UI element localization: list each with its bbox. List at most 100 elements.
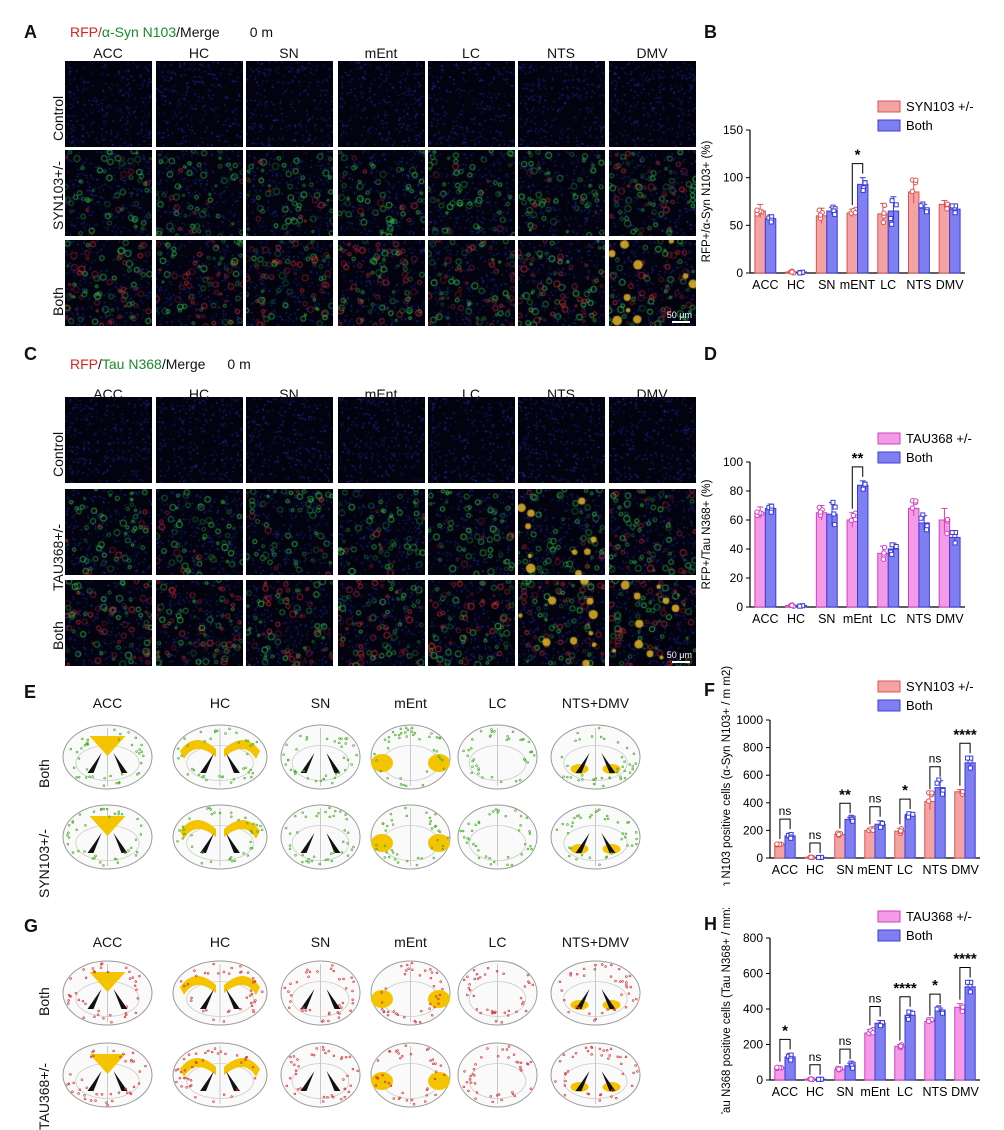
data-point bbox=[910, 1010, 916, 1016]
data-point bbox=[878, 824, 884, 830]
legend-label: TAU368 +/- bbox=[906, 431, 972, 446]
bar-chart-b: 0 50 100 150 RFP+/α-Syn N103+ (%) ACC HC SN mENT… bbox=[701, 99, 974, 292]
significance-bracket bbox=[851, 163, 864, 206]
significance-label: **** bbox=[893, 980, 917, 997]
data-point bbox=[862, 481, 868, 487]
y-tick-label: 0 bbox=[756, 1073, 763, 1087]
y-tick-label: 1000 bbox=[736, 713, 763, 727]
bar bbox=[907, 507, 920, 608]
micrograph-tile bbox=[428, 489, 515, 575]
bar bbox=[924, 1020, 936, 1081]
brain-section-diagram bbox=[550, 1042, 641, 1108]
legend-swatch bbox=[877, 699, 901, 712]
micrograph-tile bbox=[65, 150, 152, 236]
micrograph-tile bbox=[518, 489, 605, 575]
data-point bbox=[852, 516, 859, 523]
data-point bbox=[888, 216, 894, 222]
bar-chart-h: 0 200 400 600 800 Tau N368 positive cells (Ta… bbox=[721, 908, 980, 1114]
bar bbox=[964, 986, 976, 1081]
micrograph-tile bbox=[428, 580, 515, 666]
column-header: mEnt bbox=[394, 934, 427, 950]
data-point bbox=[881, 210, 887, 216]
data-point bbox=[817, 509, 824, 515]
micrograph-tile bbox=[246, 150, 333, 236]
significance-bracket bbox=[809, 1064, 821, 1075]
legend-swatch bbox=[877, 451, 901, 464]
y-tick-label: 400 bbox=[743, 1002, 763, 1016]
data-point bbox=[949, 529, 955, 535]
data-point bbox=[832, 211, 838, 217]
data-point bbox=[960, 788, 966, 795]
data-point bbox=[944, 516, 951, 523]
bar bbox=[894, 1045, 906, 1081]
bar bbox=[934, 1010, 946, 1081]
micrograph-tile bbox=[65, 240, 152, 326]
significance-label: ns bbox=[929, 752, 942, 766]
bar bbox=[844, 818, 856, 859]
x-tick-label: HC bbox=[787, 612, 805, 626]
data-point bbox=[870, 1029, 876, 1036]
significance-bracket bbox=[959, 966, 971, 1000]
legend-swatch bbox=[877, 910, 901, 923]
data-point bbox=[910, 811, 916, 817]
y-tick-label: 100 bbox=[723, 455, 743, 469]
scale-bar: 50 μm bbox=[666, 310, 692, 320]
bar bbox=[826, 210, 838, 274]
micrograph-tile bbox=[246, 397, 333, 483]
data-point bbox=[925, 1018, 932, 1025]
x-tick-label: NTS bbox=[906, 612, 931, 626]
x-tick-label: mEnt bbox=[860, 1085, 890, 1099]
data-point bbox=[817, 212, 824, 218]
y-axis-label: RFP+/Tau N368+ (%) bbox=[701, 479, 713, 589]
scale-bar-line bbox=[672, 321, 690, 323]
significance-label: * bbox=[855, 147, 861, 164]
data-point bbox=[939, 1010, 945, 1016]
column-header: LC bbox=[488, 934, 507, 950]
panel-letter-c: C bbox=[24, 344, 37, 364]
data-point bbox=[965, 979, 971, 985]
brain-section-diagram bbox=[457, 1042, 538, 1108]
x-tick-label: HC bbox=[787, 278, 805, 292]
panel-letter-b: B bbox=[704, 22, 717, 42]
column-header: SN bbox=[310, 934, 331, 950]
data-point bbox=[929, 790, 935, 796]
data-point bbox=[850, 818, 856, 824]
legend-swatch bbox=[877, 680, 901, 693]
panel-letter-g: G bbox=[24, 916, 39, 936]
data-point bbox=[789, 602, 795, 609]
x-tick-label: LC bbox=[880, 278, 896, 292]
micrograph-tile bbox=[518, 580, 605, 666]
x-tick-label: mENT bbox=[840, 278, 876, 292]
x-tick-label: DMV bbox=[936, 612, 964, 626]
column-header: mEnt bbox=[394, 695, 427, 711]
legend-swatch bbox=[877, 119, 901, 132]
legend-label: SYN103 +/- bbox=[906, 99, 974, 114]
data-point bbox=[924, 527, 930, 533]
significance-bracket bbox=[929, 766, 941, 790]
data-point bbox=[909, 505, 916, 511]
data-point bbox=[906, 1009, 912, 1015]
x-tick-label: NTS bbox=[923, 1085, 948, 1099]
merge-label: /Merge bbox=[176, 24, 220, 40]
bar bbox=[924, 800, 936, 859]
micrograph-tile bbox=[428, 61, 515, 147]
data-point bbox=[768, 509, 774, 515]
significance-bracket bbox=[959, 742, 971, 786]
data-point bbox=[754, 207, 760, 213]
rfp-label: RFP bbox=[70, 356, 98, 372]
bar bbox=[938, 203, 951, 274]
significance-bracket bbox=[899, 798, 911, 825]
time-label: 0 m bbox=[227, 356, 251, 372]
micrograph-tile bbox=[428, 240, 515, 326]
row-label: TAU368+/- bbox=[36, 1062, 52, 1130]
brain-section-diagram bbox=[280, 960, 361, 1026]
bar bbox=[846, 212, 859, 274]
data-point bbox=[905, 814, 911, 820]
significance-label: * bbox=[932, 977, 938, 994]
column-header: ACC bbox=[93, 45, 123, 61]
data-point bbox=[830, 499, 836, 505]
data-point bbox=[831, 511, 837, 517]
column-header: SN bbox=[310, 695, 331, 711]
bar bbox=[887, 548, 900, 608]
